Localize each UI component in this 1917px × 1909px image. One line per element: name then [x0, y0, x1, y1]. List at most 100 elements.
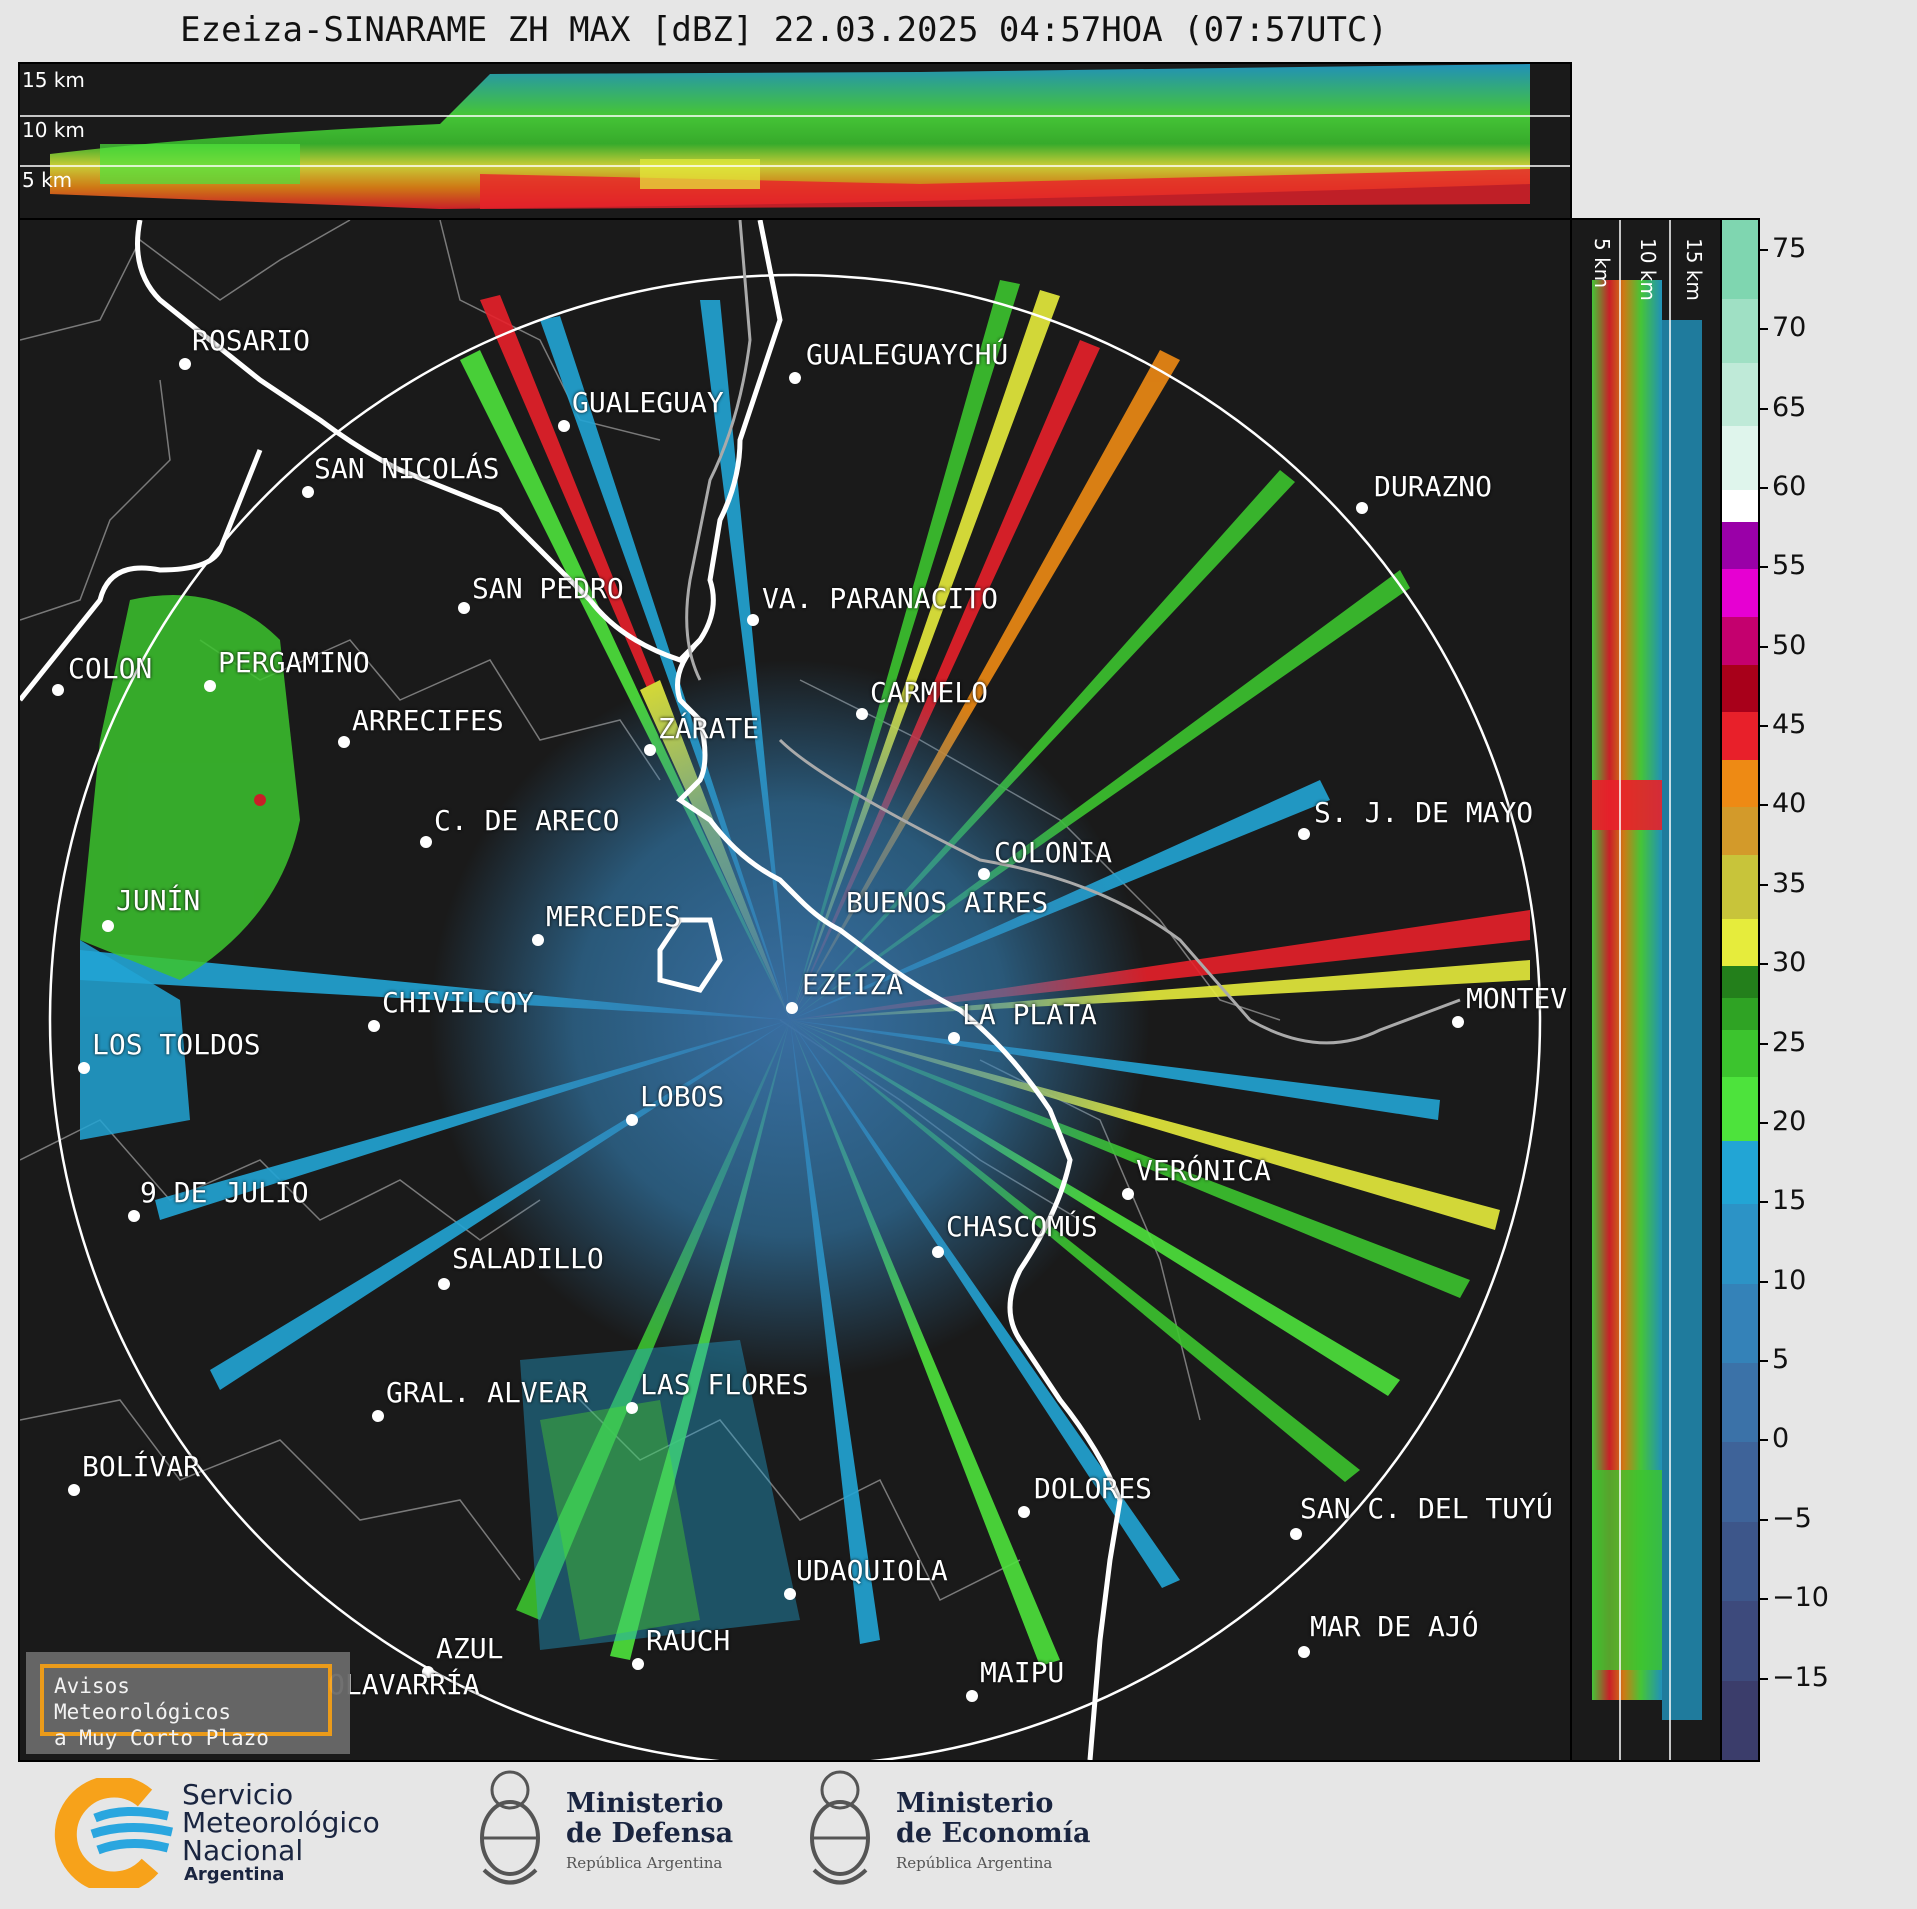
argentina-coat-of-arms-icon: [480, 1770, 540, 1885]
colorbar-segment: [1722, 489, 1758, 522]
coastline-rivers: [20, 220, 1123, 1760]
right-altitude-label-5km: 5 km: [1590, 238, 1614, 289]
defensa-line-3: República Argentina: [566, 1854, 723, 1872]
city-label-zarate: ZÁRATE: [658, 712, 760, 745]
colorbar-tick-label: 20: [1772, 1105, 1807, 1137]
city-marker-colonia: [978, 868, 990, 880]
city-marker-mar-de-ajo: [1298, 1646, 1310, 1658]
right-altitude-profile: [1592, 220, 1702, 1760]
western-storm-echo: [80, 595, 300, 1140]
city-marker-zarate: [644, 744, 656, 756]
city-marker-veronica: [1122, 1188, 1134, 1200]
city-label-arrecifes: ARRECIFES: [352, 704, 504, 737]
altitude-label-10km: 10 km: [22, 118, 85, 142]
city-label-ezeiza: EZEIZA: [802, 968, 904, 1001]
colorbar-tick-label: 30: [1772, 947, 1807, 979]
city-marker-dolores: [1018, 1506, 1030, 1518]
city-marker-san-nicolas: [302, 486, 314, 498]
range-ring: [48, 273, 1542, 1760]
colorbar-segment: [1722, 997, 1758, 1030]
city-marker-colon: [52, 684, 64, 696]
city-marker-montevideo: [1452, 1016, 1464, 1028]
colorbar-tick: [1758, 1598, 1768, 1601]
city-label-los-toldos: LOS TOLDOS: [92, 1028, 261, 1061]
colorbar-tick-label: 45: [1772, 709, 1807, 741]
city-marker-san-c-del-tuyu: [1290, 1528, 1302, 1540]
city-marker-bolivar: [68, 1484, 80, 1496]
colorbar-tick: [1758, 1121, 1768, 1124]
colorbar-tick-label: −5: [1772, 1502, 1812, 1534]
colorbar-segment: [1722, 1204, 1758, 1284]
city-label-udaquiola: UDAQUIOLA: [796, 1554, 948, 1587]
colorbar-tick: [1758, 1201, 1768, 1204]
city-label-chascomus: CHASCOMÚS: [946, 1210, 1098, 1243]
city-label-lobos: LOBOS: [640, 1080, 725, 1113]
colorbar-segment: [1722, 616, 1758, 665]
city-label-carmelo: CARMELO: [870, 676, 989, 709]
city-label-va-paranacito: VA. PARANACITO: [762, 582, 999, 615]
smn-line-2: Meteorológico: [182, 1806, 380, 1839]
right-altitude-label-15km: 15 km: [1682, 238, 1706, 301]
colorbar-tick: [1758, 248, 1768, 251]
city-label-junin: JUNÍN: [116, 884, 201, 917]
radar-core-echo: [430, 660, 1150, 1380]
colorbar-segment: [1722, 664, 1758, 713]
city-label-c-de-areco: C. DE ARECO: [434, 804, 620, 837]
colorbar-tick: [1758, 1439, 1768, 1442]
colorbar-segment: [1722, 220, 1758, 300]
colorbar-segment: [1722, 362, 1758, 427]
top-altitude-panel: 15 km 10 km 5 km: [18, 62, 1572, 220]
smn-line-3: Nacional: [182, 1834, 304, 1867]
city-label-mar-de-ajo: MAR DE AJÓ: [1310, 1610, 1479, 1643]
right-altitude-label-10km: 10 km: [1636, 238, 1660, 301]
city-label-colonia: COLONIA: [994, 836, 1113, 869]
city-marker-las-flores: [626, 1402, 638, 1414]
city-marker-la-plata: [948, 1032, 960, 1044]
colorbar-tick: [1758, 725, 1768, 728]
city-marker-ezeiza: [786, 1002, 798, 1014]
colorbar-segment: [1722, 569, 1758, 617]
city-label-saladillo: SALADILLO: [452, 1242, 604, 1275]
colorbar-segment: [1722, 1521, 1758, 1602]
colorbar-segment: [1722, 855, 1758, 919]
colorbar-segment: [1722, 918, 1758, 967]
city-label-durazno: DURAZNO: [1374, 470, 1493, 503]
colorbar-tick-label: 10: [1772, 1264, 1807, 1296]
ministerio-economia-logo: Ministerio de Economía República Argenti…: [800, 1760, 1100, 1900]
city-marker-carmelo: [856, 708, 868, 720]
city-marker-9-de-julio: [128, 1210, 140, 1222]
colorbar-segment: [1722, 426, 1758, 490]
city-marker-azul: [422, 1666, 434, 1678]
colorbar-tick-label: 55: [1772, 550, 1807, 582]
economia-line-1: Ministerio: [896, 1788, 1054, 1819]
colorbar-tick-label: 60: [1772, 470, 1807, 502]
city-label-s-j-de-mayo: S. J. DE MAYO: [1314, 796, 1534, 829]
colorbar-segment: [1722, 299, 1758, 363]
altitude-label-15km: 15 km: [22, 68, 85, 92]
warning-box-frame: Avisos Meteorológicos a Muy Corto Plazo: [40, 1664, 332, 1750]
colorbar-tick-label: 25: [1772, 1026, 1807, 1058]
smn-line-4: Argentina: [184, 1864, 285, 1885]
smn-logo-icon: [54, 1778, 173, 1888]
argentina-coat-of-arms-icon: [810, 1770, 870, 1885]
ministerio-defensa-logo: Ministerio de Defensa República Argentin…: [470, 1760, 750, 1900]
colorbar-tick: [1758, 883, 1768, 886]
uruguay-coast: [685, 220, 1461, 1045]
defensa-line-1: Ministerio: [566, 1788, 724, 1819]
city-label-gualeguaychu: GUALEGUAYCHÚ: [806, 338, 1009, 371]
city-label-chivilcoy: CHIVILCOY: [382, 986, 534, 1019]
city-label-gualeguay: GUALEGUAY: [572, 386, 724, 419]
colorbar-segment: [1722, 521, 1758, 570]
city-label-rauch: RAUCH: [646, 1624, 731, 1657]
city-marker-udaquiola: [784, 1588, 796, 1600]
city-marker-durazno: [1356, 502, 1368, 514]
colorbar-tick: [1758, 963, 1768, 966]
colorbar-segment: [1722, 1601, 1758, 1681]
colorbar-tick: [1758, 1677, 1768, 1680]
city-label-9-de-julio: 9 DE JULIO: [140, 1176, 309, 1209]
city-marker-saladillo: [438, 1278, 450, 1290]
city-label-colon: COLON: [68, 652, 153, 685]
city-label-montevideo: MONTEV: [1466, 982, 1568, 1015]
colorbar-tick-label: 35: [1772, 867, 1807, 899]
colorbar-segment: [1722, 712, 1758, 760]
